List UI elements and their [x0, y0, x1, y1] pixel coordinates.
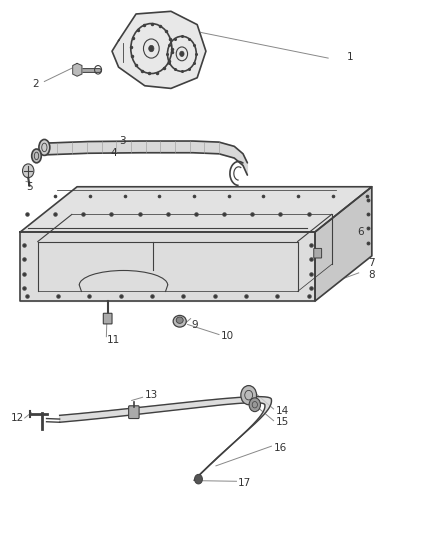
FancyBboxPatch shape — [129, 406, 139, 418]
Ellipse shape — [39, 140, 50, 156]
Ellipse shape — [32, 149, 41, 163]
Text: 9: 9 — [192, 320, 198, 330]
Text: 16: 16 — [273, 443, 287, 453]
Polygon shape — [44, 141, 247, 175]
Text: 7: 7 — [368, 259, 375, 268]
Text: 2: 2 — [32, 79, 39, 88]
Text: 12: 12 — [11, 413, 24, 423]
Text: 8: 8 — [368, 270, 375, 280]
Text: 4: 4 — [111, 148, 117, 158]
Polygon shape — [20, 187, 372, 232]
Circle shape — [241, 385, 257, 405]
Polygon shape — [20, 232, 315, 301]
Polygon shape — [73, 63, 82, 76]
Text: 13: 13 — [145, 390, 158, 400]
Text: 10: 10 — [221, 330, 234, 341]
Text: 5: 5 — [26, 182, 32, 192]
Text: 14: 14 — [276, 406, 289, 416]
Polygon shape — [315, 187, 372, 301]
Text: 15: 15 — [276, 417, 289, 427]
Text: 6: 6 — [357, 227, 364, 237]
Circle shape — [22, 164, 34, 177]
Text: 17: 17 — [238, 479, 251, 488]
Polygon shape — [60, 397, 272, 480]
Text: 3: 3 — [120, 135, 126, 146]
Text: 11: 11 — [107, 335, 120, 345]
FancyBboxPatch shape — [314, 248, 321, 258]
Ellipse shape — [176, 317, 183, 324]
Circle shape — [249, 398, 261, 411]
Ellipse shape — [173, 316, 186, 327]
Circle shape — [194, 474, 202, 484]
Circle shape — [180, 51, 184, 56]
FancyBboxPatch shape — [103, 313, 112, 324]
Text: 1: 1 — [346, 52, 353, 61]
Circle shape — [149, 45, 154, 52]
Polygon shape — [112, 11, 206, 88]
